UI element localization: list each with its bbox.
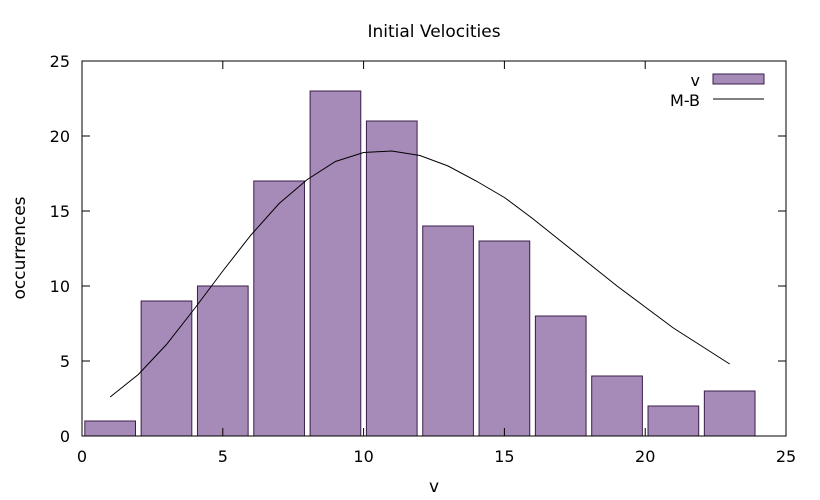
histogram-bar — [196, 285, 249, 437]
mb-curve-layer — [109, 150, 730, 398]
x-tick-label: 20 — [635, 447, 655, 466]
histogram-bar — [478, 240, 531, 437]
legend-label-mb: M-B — [670, 91, 700, 110]
plot-border — [81, 60, 787, 437]
legend: vM-B — [670, 71, 765, 110]
x-tick-label: 25 — [776, 447, 796, 466]
y-tick-label: 5 — [60, 352, 70, 371]
x-tick-label: 10 — [353, 447, 373, 466]
histogram-bar — [422, 225, 474, 437]
x-tick-label: 15 — [494, 447, 514, 466]
axes: 0 5 10 15 20 25 0 5 10 15 20 25 — [50, 52, 797, 466]
histogram-bar — [365, 120, 418, 437]
y-tick-label: 0 — [60, 427, 70, 446]
histogram-bar — [591, 375, 643, 437]
chart-title: Initial Velocities — [367, 22, 500, 42]
histogram-bar — [534, 315, 587, 437]
histogram-bar — [84, 420, 137, 437]
y-tick-label: 15 — [50, 202, 70, 221]
legend-swatch-v — [712, 73, 765, 85]
mb-curve-line — [109, 150, 730, 398]
x-axis-label: v — [429, 477, 439, 497]
y-tick-label: 10 — [50, 277, 70, 296]
histogram-bar — [253, 180, 305, 437]
x-tick-label: 0 — [77, 447, 87, 466]
y-tick-label: 20 — [50, 127, 70, 146]
y-axis-label: occurrences — [10, 196, 30, 299]
histogram-bar — [703, 390, 756, 437]
histogram-bars — [84, 90, 756, 437]
x-tick-label: 5 — [218, 447, 228, 466]
legend-label-v: v — [691, 71, 700, 90]
y-tick-label: 25 — [50, 52, 70, 71]
histogram-bar — [647, 405, 700, 437]
histogram-bar — [309, 90, 362, 437]
